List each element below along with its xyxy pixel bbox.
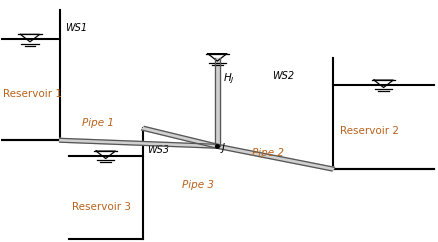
Polygon shape [60, 138, 217, 148]
Polygon shape [214, 58, 219, 146]
Text: Reservoir 3: Reservoir 3 [72, 202, 131, 212]
Text: Pipe 1: Pipe 1 [81, 118, 113, 128]
Text: WS1: WS1 [65, 23, 88, 33]
Text: Reservoir 2: Reservoir 2 [339, 126, 398, 136]
Text: WS3: WS3 [147, 145, 169, 155]
Text: Pipe 2: Pipe 2 [252, 148, 284, 158]
Text: Pipe 3: Pipe 3 [182, 180, 214, 190]
Text: WS2: WS2 [272, 71, 293, 81]
Text: $H_J$: $H_J$ [223, 72, 234, 86]
Polygon shape [215, 144, 334, 171]
Text: Reservoir 1: Reservoir 1 [3, 89, 62, 99]
Text: J: J [222, 143, 225, 153]
Polygon shape [141, 127, 218, 148]
